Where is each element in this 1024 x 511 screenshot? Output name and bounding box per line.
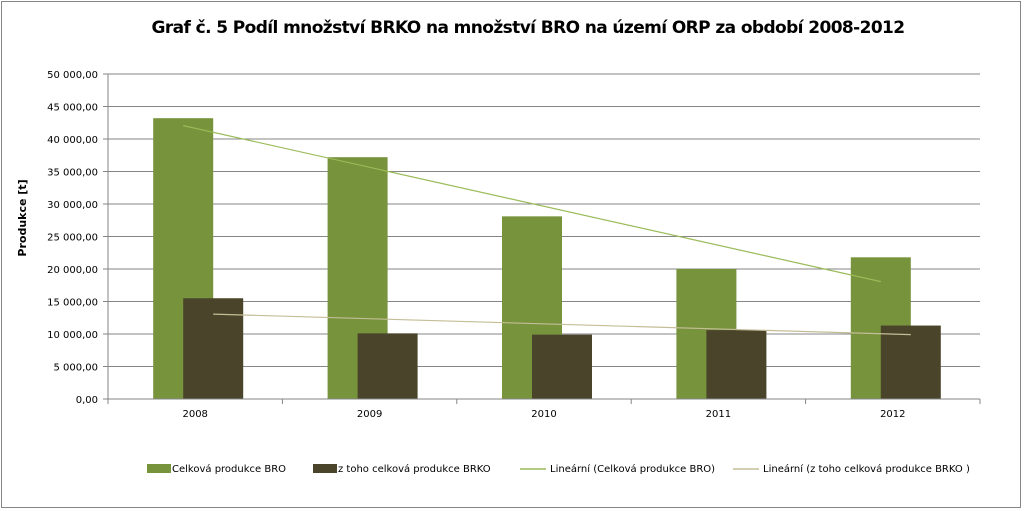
y-tick-label: 35 000,00 <box>47 168 98 179</box>
bar-brko-2011 <box>706 330 767 399</box>
legend-label: z toho celková produkce BRKO <box>338 463 491 475</box>
bar-brko-2010 <box>532 334 592 399</box>
y-tick-label: 10 000,00 <box>47 330 98 341</box>
legend-item-trend-brko: Lineární (z toho celková produkce BRKO ) <box>733 463 970 475</box>
axes <box>107 74 980 400</box>
y-tick-label: 15 000,00 <box>47 298 98 309</box>
legend-label: Lineární (Celková produkce BRO) <box>550 463 715 475</box>
legend-item-brko: z toho celková produkce BRKO <box>313 463 491 475</box>
legend-item-bro: Celková produkce BRO <box>147 463 286 475</box>
legend: Celková produkce BRO z toho celková produ… <box>147 463 970 475</box>
x-tick-label: 2008 <box>182 409 207 420</box>
x-tick-label: 2009 <box>357 409 382 420</box>
y-tick-label: 40 000,00 <box>47 135 98 146</box>
trendline-bro <box>183 125 881 283</box>
y-tick-label: 50 000,00 <box>47 70 98 81</box>
trendline-brko <box>213 313 911 336</box>
legend-label: Lineární (z toho celková produkce BRKO ) <box>763 463 970 475</box>
y-tick-label: 45 000,00 <box>47 103 98 114</box>
x-axis-ticks: 2008 2009 2010 2011 2012 <box>107 399 981 420</box>
x-tick-label: 2012 <box>880 409 905 420</box>
bar-brko-2009 <box>357 333 418 399</box>
y-axis-label: Produkce [t] <box>16 179 29 256</box>
bar-brko-2012 <box>880 325 941 399</box>
x-tick-label: 2010 <box>531 409 556 420</box>
y-tick-label: 30 000,00 <box>47 200 98 211</box>
y-tick-label: 5 000,00 <box>53 363 98 374</box>
legend-swatch <box>147 464 171 473</box>
y-tick-label: 0,00 <box>76 395 98 406</box>
x-tick-label: 2011 <box>706 409 731 420</box>
legend-item-trend-bro: Lineární (Celková produkce BRO) <box>520 463 715 475</box>
chart-title: Graf č. 5 Podíl množství BRKO na množstv… <box>151 18 905 38</box>
y-tick-label: 25 000,00 <box>47 233 98 244</box>
legend-label: Celková produkce BRO <box>172 463 286 475</box>
bar-brko-2008 <box>183 298 244 399</box>
legend-swatch <box>313 464 337 473</box>
bars <box>153 118 941 399</box>
trendlines <box>183 125 911 336</box>
y-tick-label: 20 000,00 <box>47 265 98 276</box>
y-axis-ticks: 0,00 5 000,00 10 000,00 15 000,00 20 000,00 2… <box>47 70 108 406</box>
